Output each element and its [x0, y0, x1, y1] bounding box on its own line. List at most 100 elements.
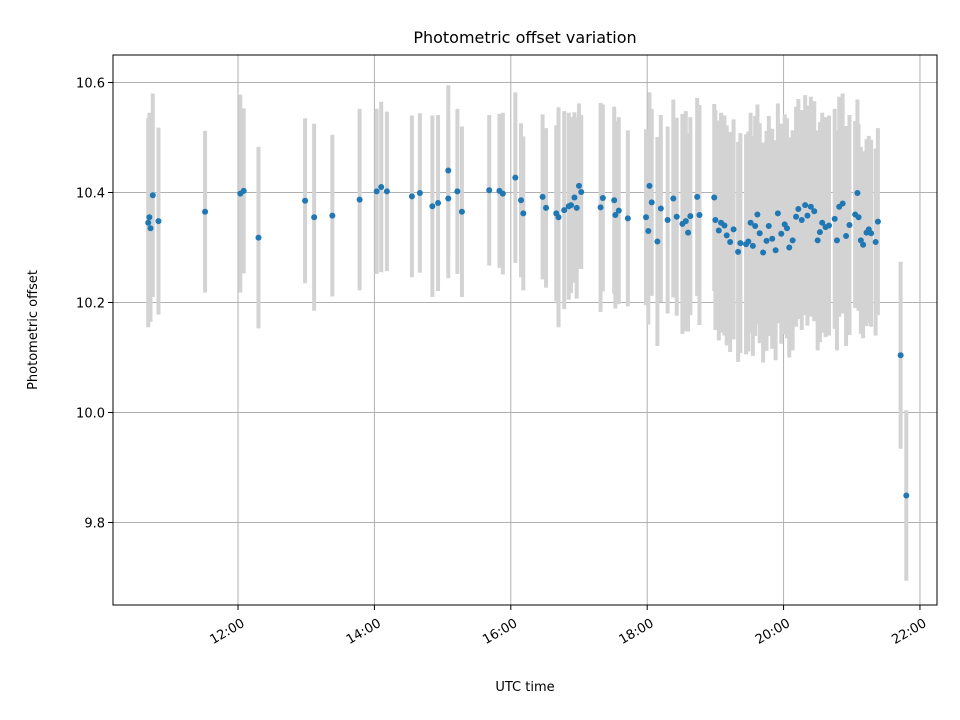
data-point [854, 190, 861, 197]
data-point [826, 222, 833, 229]
data-point [597, 204, 604, 211]
y-tick-label: 9.8 [84, 517, 105, 532]
data-point [687, 213, 694, 220]
data-point [897, 352, 904, 359]
data-point [860, 241, 867, 248]
data-point [786, 244, 793, 251]
data-point [255, 234, 262, 241]
data-point [539, 193, 546, 200]
data-point [202, 208, 209, 215]
data-point [512, 174, 519, 181]
x-tick-label: 22:00 [889, 616, 929, 648]
data-point [682, 218, 689, 225]
data-point [155, 218, 162, 225]
data-point [454, 188, 461, 195]
y-tick-label: 10.0 [76, 407, 105, 422]
data-point [868, 230, 875, 237]
data-point [311, 214, 318, 221]
data-point [646, 182, 653, 189]
data-point [543, 204, 550, 211]
plot-frame [112, 54, 938, 606]
data-point [578, 188, 585, 195]
data-point [715, 227, 722, 234]
data-point [727, 239, 734, 245]
data-point [769, 235, 776, 242]
data-point [670, 195, 677, 202]
x-tick-label: 14:00 [344, 616, 384, 648]
data-point [696, 212, 703, 219]
data-point [711, 194, 718, 201]
data-point [816, 229, 823, 236]
data-point [745, 238, 752, 245]
data-point [774, 210, 781, 217]
data-point [571, 194, 578, 201]
data-point [754, 211, 761, 218]
data-point [772, 247, 779, 254]
data-point [802, 202, 809, 209]
data-point [568, 202, 575, 209]
data-point [793, 213, 800, 220]
data-point [657, 205, 664, 212]
data-point [833, 237, 840, 244]
data-point [561, 207, 568, 214]
data-point [240, 187, 247, 194]
data-point [712, 217, 719, 223]
data-point [855, 214, 862, 221]
data-point [783, 225, 790, 232]
data-point [795, 206, 802, 212]
data-point [383, 188, 390, 195]
data-point [429, 203, 436, 210]
data-point [408, 193, 415, 200]
data-point [749, 242, 756, 249]
data-point [445, 195, 452, 202]
data-point [435, 199, 442, 206]
x-axis-label: UTC time [495, 680, 554, 695]
y-tick-label: 10.4 [76, 187, 105, 202]
data-point [857, 237, 864, 244]
data-point [735, 248, 742, 255]
data-point [831, 215, 838, 222]
data-point [814, 237, 821, 244]
data-point [804, 212, 811, 219]
data-point [747, 219, 754, 226]
data-point [819, 219, 826, 226]
data-point [798, 217, 805, 223]
data-point [302, 197, 309, 204]
data-point [147, 225, 154, 232]
x-tick-label: 16:00 [480, 616, 520, 648]
data-point [839, 200, 846, 207]
data-point [575, 182, 582, 189]
data-point [685, 229, 692, 236]
chart-title: Photometric offset variation [413, 28, 636, 47]
y-tick-label: 10.2 [76, 297, 105, 312]
data-point [765, 223, 772, 230]
data-point [555, 214, 562, 221]
data-point [329, 212, 336, 219]
data-point [612, 212, 619, 219]
data-point [903, 492, 910, 499]
data-point [458, 208, 465, 215]
data-point [149, 192, 156, 199]
data-point [723, 232, 730, 239]
data-point [673, 213, 680, 220]
data-point [615, 207, 622, 214]
data-point [874, 218, 881, 225]
data-points [145, 167, 910, 499]
data-point [520, 210, 527, 217]
y-axis-label: Photometric offset [26, 270, 41, 390]
data-point [872, 239, 879, 245]
data-point [356, 196, 363, 203]
data-point [518, 197, 525, 204]
data-point [499, 190, 506, 197]
data-point [416, 190, 423, 197]
data-point [694, 193, 701, 200]
data-point [843, 232, 850, 239]
data-point [721, 222, 728, 229]
data-point [486, 187, 493, 194]
data-point [752, 223, 759, 230]
data-point [648, 199, 655, 206]
data-point [373, 188, 380, 195]
data-point [624, 215, 631, 222]
data-point [573, 204, 580, 211]
